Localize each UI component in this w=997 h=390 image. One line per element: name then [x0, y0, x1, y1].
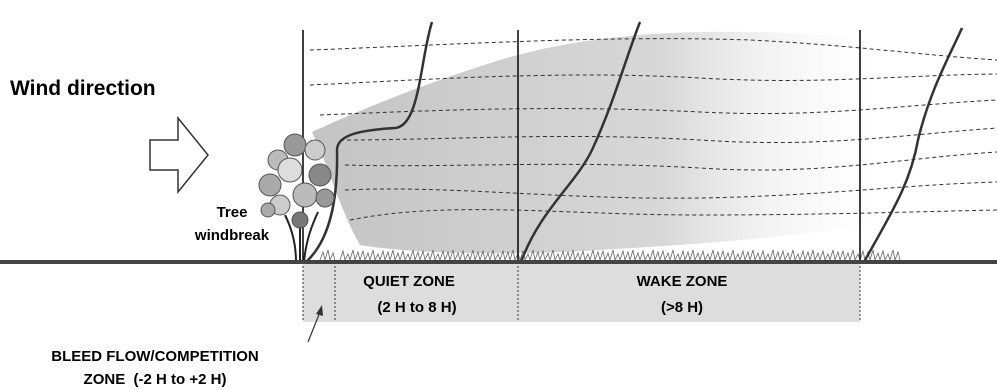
- wind-label: Wind direction: [10, 77, 156, 100]
- tree: [259, 134, 334, 262]
- zone-name: QUIET ZONE: [363, 273, 455, 290]
- tree-label: Tree: [217, 204, 248, 221]
- turbulence-plume: [312, 32, 900, 253]
- bleed-label: BLEED FLOW/COMPETITION: [51, 348, 259, 365]
- grass: [320, 250, 900, 260]
- zone-range: (2 H to 8 H): [377, 299, 456, 316]
- windbreak-diagram: Wind direction Tree windbreak QUIET ZONE…: [0, 0, 997, 390]
- zone-name: WAKE ZONE: [637, 273, 728, 290]
- tree-label: windbreak: [194, 227, 270, 244]
- bleed-label: ZONE (-2 H to +2 H): [84, 371, 227, 388]
- zone-range: (>8 H): [661, 299, 703, 316]
- wind-arrow: [150, 118, 208, 192]
